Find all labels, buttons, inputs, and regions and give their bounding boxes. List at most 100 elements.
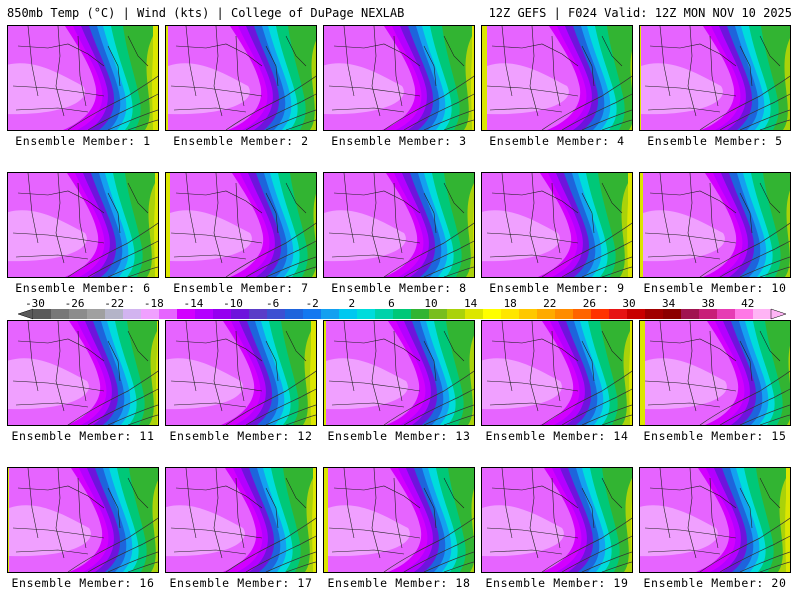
colorbar-segment	[123, 309, 142, 319]
colorbar-tick-label: 6	[388, 297, 395, 310]
colorbar-segment	[195, 309, 214, 319]
colorbar-tick-label: 14	[463, 297, 478, 310]
ensemble-member-label: Ensemble Member: 5	[647, 134, 783, 148]
ensemble-member-label: Ensemble Member: 2	[173, 134, 309, 148]
ensemble-member-label: Ensemble Member: 12	[169, 429, 313, 443]
colorbar-segment	[393, 309, 412, 319]
ensemble-member-map	[481, 25, 633, 131]
ensemble-member-map	[165, 172, 317, 278]
colorbar-tick-label: 18	[503, 297, 517, 310]
model-valid-time: 12Z GEFS | F024 Valid: 12Z MON NOV 10 20…	[488, 6, 792, 20]
ensemble-member-map	[323, 467, 475, 573]
ensemble-member-label: Ensemble Member: 9	[489, 281, 625, 295]
colorbar-tick-label: -26	[64, 297, 85, 310]
colorbar-segment	[663, 309, 682, 319]
colorbar-tick-label: 26	[582, 297, 597, 310]
ensemble-member-label: Ensemble Member: 10	[643, 281, 787, 295]
ensemble-member-map	[639, 320, 791, 426]
ensemble-member-map	[323, 320, 475, 426]
ensemble-member-label: Ensemble Member: 6	[15, 281, 151, 295]
colorbar-segment	[681, 309, 700, 319]
colorbar-segment	[285, 309, 304, 319]
colorbar-segment	[429, 309, 448, 319]
colorbar-tick-label: -6	[265, 297, 280, 310]
colorbar-segment	[627, 309, 646, 319]
ensemble-member-map	[481, 172, 633, 278]
ensemble-member-label: Ensemble Member: 16	[11, 576, 155, 590]
colorbar-segment	[573, 309, 592, 319]
ensemble-member-map	[7, 467, 159, 573]
colorbar-segment	[591, 309, 610, 319]
ensemble-member-label: Ensemble Member: 4	[489, 134, 625, 148]
colorbar-segment	[717, 309, 736, 319]
colorbar-tick-label: -14	[183, 297, 204, 310]
colorbar-segment	[519, 309, 538, 319]
colorbar-tick-label: 38	[701, 297, 715, 310]
colorbar-segment	[555, 309, 574, 319]
colorbar-segment	[249, 309, 268, 319]
colorbar-segment	[267, 309, 286, 319]
ensemble-member-map	[7, 25, 159, 131]
colorbar-segment	[447, 309, 466, 319]
colorbar-segment	[357, 309, 376, 319]
colorbar-tick-label: 2	[348, 297, 356, 310]
colorbar-segment	[51, 309, 70, 319]
colorbar-segment	[645, 309, 664, 319]
colorbar-segment	[303, 309, 322, 319]
ensemble-member-map	[639, 25, 791, 131]
colorbar-segment	[501, 309, 520, 319]
ensemble-member-map	[165, 320, 317, 426]
colorbar-tick-label: 22	[543, 297, 557, 310]
colorbar-tick-label: 10	[424, 297, 438, 310]
colorbar-tick-label: -2	[305, 297, 319, 310]
ensemble-member-label: Ensemble Member: 13	[327, 429, 471, 443]
ensemble-member-map	[7, 172, 159, 278]
colorbar-tick-label: 30	[622, 297, 636, 310]
ensemble-member-label: Ensemble Member: 14	[485, 429, 629, 443]
ensemble-member-label: Ensemble Member: 17	[169, 576, 313, 590]
ensemble-member-map	[323, 172, 475, 278]
map-title: 850mb Temp (°C) | Wind (kts) | College o…	[7, 6, 405, 20]
ensemble-member-map	[481, 467, 633, 573]
colorbar-segment	[411, 309, 430, 319]
ensemble-member-label: Ensemble Member: 7	[173, 281, 309, 295]
colorbar-segment	[105, 309, 124, 319]
ensemble-member-label: Ensemble Member: 20	[643, 576, 787, 590]
ensemble-member-map	[639, 172, 791, 278]
ensemble-member-label: Ensemble Member: 15	[643, 429, 787, 443]
colorbar-max-arrow	[770, 308, 786, 320]
colorbar-tick-label: -22	[104, 297, 125, 310]
colorbar-segment	[537, 309, 556, 319]
colorbar-segment	[483, 309, 502, 319]
colorbar-segment	[177, 309, 196, 319]
colorbar-segment	[753, 309, 772, 319]
colorbar-tick-label: -30	[25, 297, 45, 310]
colorbar-segment	[231, 309, 250, 319]
ensemble-member-label: Ensemble Member: 19	[485, 576, 629, 590]
ensemble-member-label: Ensemble Member: 1	[15, 134, 151, 148]
ensemble-member-label: Ensemble Member: 3	[331, 134, 467, 148]
colorbar-min-arrow	[18, 308, 34, 320]
colorbar-tick-label: 42	[741, 297, 755, 310]
colorbar-segment	[33, 309, 52, 319]
ensemble-member-map	[323, 25, 475, 131]
colorbar-segment	[339, 309, 358, 319]
ensemble-member-map	[165, 467, 317, 573]
colorbar-segment	[465, 309, 484, 319]
colorbar-segment	[159, 309, 178, 319]
ensemble-member-map	[639, 467, 791, 573]
colorbar-tick-label: 34	[661, 297, 676, 310]
colorbar-segment	[321, 309, 340, 319]
temperature-colorbar	[18, 308, 786, 320]
ensemble-member-map	[481, 320, 633, 426]
colorbar-tick-label: -10	[223, 297, 243, 310]
colorbar-segment	[87, 309, 106, 319]
colorbar-segment	[699, 309, 718, 319]
colorbar-segment	[213, 309, 232, 319]
ensemble-member-label: Ensemble Member: 18	[327, 576, 471, 590]
ensemble-member-label: Ensemble Member: 11	[11, 429, 155, 443]
colorbar-segment	[141, 309, 160, 319]
colorbar-segment	[375, 309, 394, 319]
ensemble-member-map	[7, 320, 159, 426]
colorbar-segment	[735, 309, 754, 319]
